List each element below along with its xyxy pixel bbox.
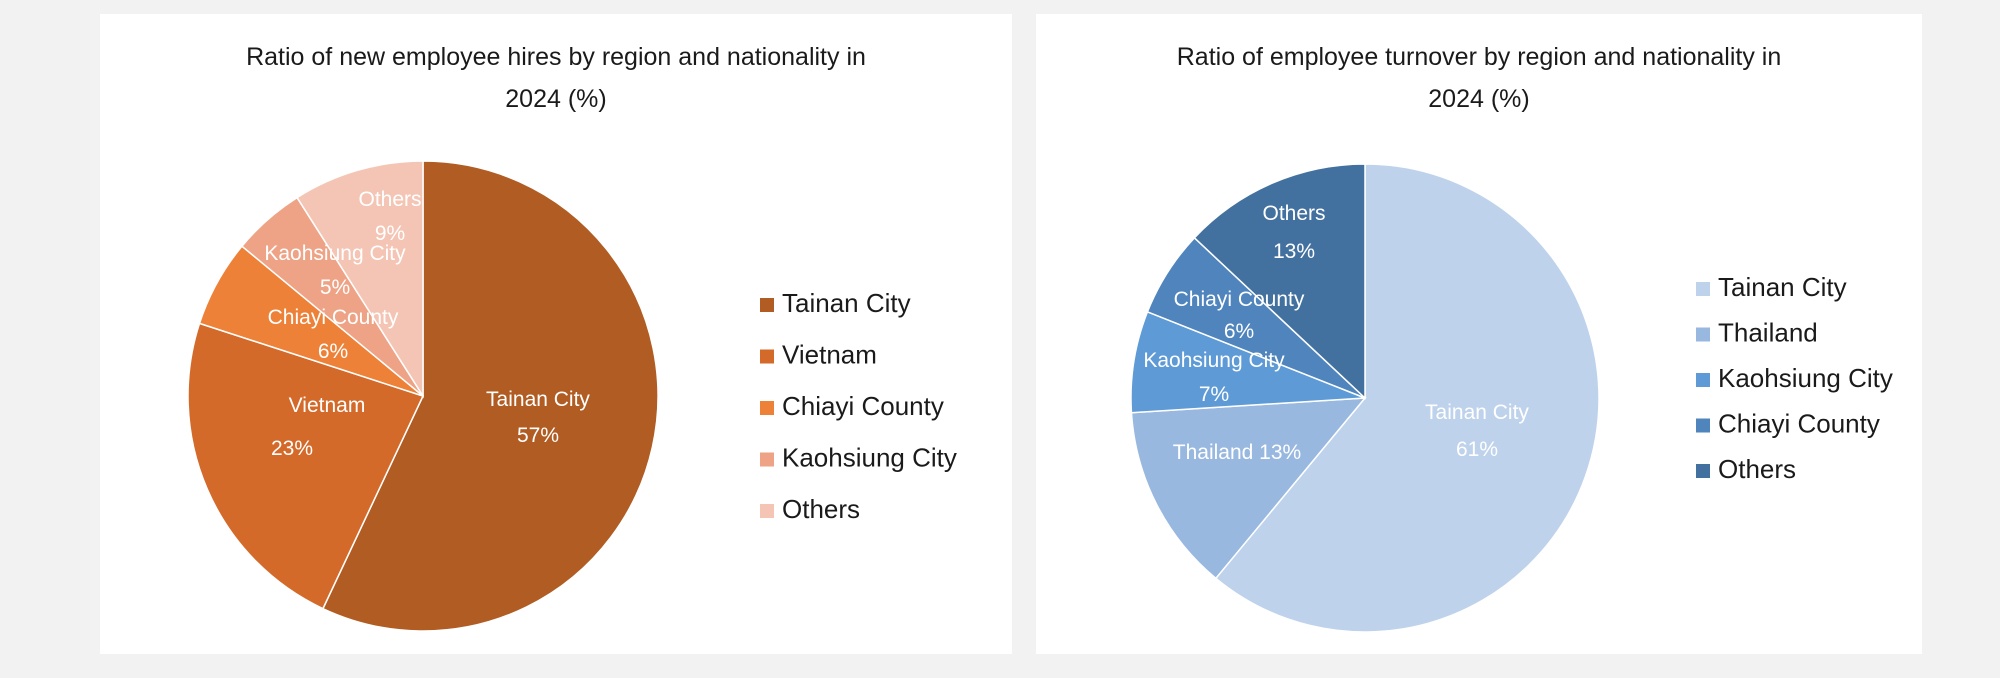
chart-title-line1: Ratio of employee turnover by region and… (1176, 43, 1782, 71)
legend-item-others: Others (760, 494, 860, 524)
legend-swatch (760, 452, 774, 467)
legend-item-chiayi-county: Chiayi County (760, 391, 944, 421)
chart-title: Ratio of employee turnover by region and… (1036, 36, 1922, 120)
legend-swatch (1696, 373, 1710, 387)
legend-item-tainan-city: Tainan City (760, 288, 911, 318)
legend: Tainan City Vietnam Chiayi County Kaohsiung… (760, 288, 957, 524)
pie-slice-others (296, 160, 424, 399)
slice-label-value-tainan-city: 61% (1456, 438, 1498, 461)
legend-item-kaohsiung-city: Kaohsiung City (760, 443, 957, 473)
legend-label: Kaohsiung City (782, 443, 957, 473)
pie-slices (187, 160, 659, 632)
pie-slice-tainan-city (321, 160, 659, 632)
legend-label: Tainan City (782, 288, 911, 318)
slice-label-value-kaohsiung-city: 7% (1199, 383, 1229, 406)
legend-label: Others (1718, 454, 1796, 484)
turnover-chart-panel: Ratio of employee turnover by region and… (1036, 14, 1922, 654)
pie-slice-vietnam (187, 322, 425, 610)
slice-label-value-tainan-city: 57% (517, 424, 559, 447)
turnover-pie-chart: Tainan City 61% Thailand 13% Kaohsiung City… (1130, 163, 1893, 633)
legend-label: Chiayi County (1718, 409, 1880, 439)
legend-item-vietnam: Vietnam (760, 340, 877, 370)
legend-label: Tainan City (1718, 272, 1847, 302)
pie-slice-tainan-city (1214, 163, 1600, 633)
legend-item-others: Others (1696, 454, 1796, 484)
slice-label-thailand: Thailand 13% (1173, 441, 1301, 464)
chart-title-line1: Ratio of new employee hires by region an… (246, 43, 866, 71)
slice-label-name-kaohsiung-city: Kaohsiung City (1143, 349, 1285, 372)
slice-label-value-others: 13% (1273, 240, 1315, 263)
slice-label-name-vietnam: Vietnam (289, 394, 366, 417)
slice-label-name-tainan-city: Tainan City (1425, 401, 1529, 424)
pie-slice-kaohsiung-city (1130, 310, 1366, 414)
slice-label-name-others: Others (358, 188, 421, 211)
legend-label: Kaohsiung City (1718, 363, 1893, 393)
slice-label-value-kaohsiung-city: 5% (320, 276, 350, 299)
slice-label-value-others: 9% (375, 222, 405, 245)
slice-label-value-chiayi-county: 6% (318, 340, 348, 363)
slice-label-name-chiayi-county: Chiayi County (1174, 288, 1305, 311)
chart-title: Ratio of new employee hires by region an… (100, 36, 1012, 120)
legend-swatch (1696, 418, 1710, 433)
legend-item-tainan-city: Tainan City (1696, 272, 1847, 302)
slice-label-name-kaohsiung-city: Kaohsiung City (264, 242, 406, 265)
legend-label: Vietnam (782, 340, 877, 370)
slice-labels: Tainan City 61% Thailand 13% Kaohsiung City… (1143, 202, 1529, 464)
pie-slice-others (1193, 163, 1366, 400)
pie-slice-thailand (1130, 397, 1367, 580)
legend-swatch (1696, 282, 1710, 296)
legend-label: Others (782, 494, 860, 524)
pie-slices (1130, 163, 1600, 633)
chart-title-line2: 2024 (%) (505, 85, 607, 113)
chart-title-line2: 2024 (%) (1428, 85, 1530, 113)
hires-pie-chart: Tainan City 57% Vietnam 23% Chiayi County 6% K… (187, 160, 957, 632)
legend-swatch (1696, 464, 1710, 478)
slice-label-name-others: Others (1262, 202, 1325, 225)
slice-label-name-chiayi-county: Chiayi County (268, 306, 399, 329)
legend-item-kaohsiung-city: Kaohsiung City (1696, 363, 1893, 393)
hires-chart-panel: Ratio of new employee hires by region an… (100, 14, 1012, 654)
slice-label-value-chiayi-county: 6% (1224, 320, 1254, 343)
legend-swatch (760, 401, 774, 415)
legend-label: Chiayi County (782, 391, 944, 421)
slice-label-value-vietnam: 23% (271, 437, 313, 460)
legend-swatch (760, 504, 774, 518)
slice-label-name-tainan-city: Tainan City (486, 388, 590, 411)
legend-label: Thailand (1718, 318, 1818, 348)
legend-swatch (1696, 327, 1710, 342)
legend: Tainan City Thailand Kaohsiung City Chiayi … (1696, 272, 1893, 484)
legend-swatch (760, 349, 774, 364)
legend-item-thailand: Thailand (1696, 318, 1818, 348)
slice-labels: Tainan City 57% Vietnam 23% Chiayi County 6% K… (264, 188, 590, 460)
legend-item-chiayi-county: Chiayi County (1696, 409, 1880, 439)
legend-swatch (760, 298, 774, 312)
